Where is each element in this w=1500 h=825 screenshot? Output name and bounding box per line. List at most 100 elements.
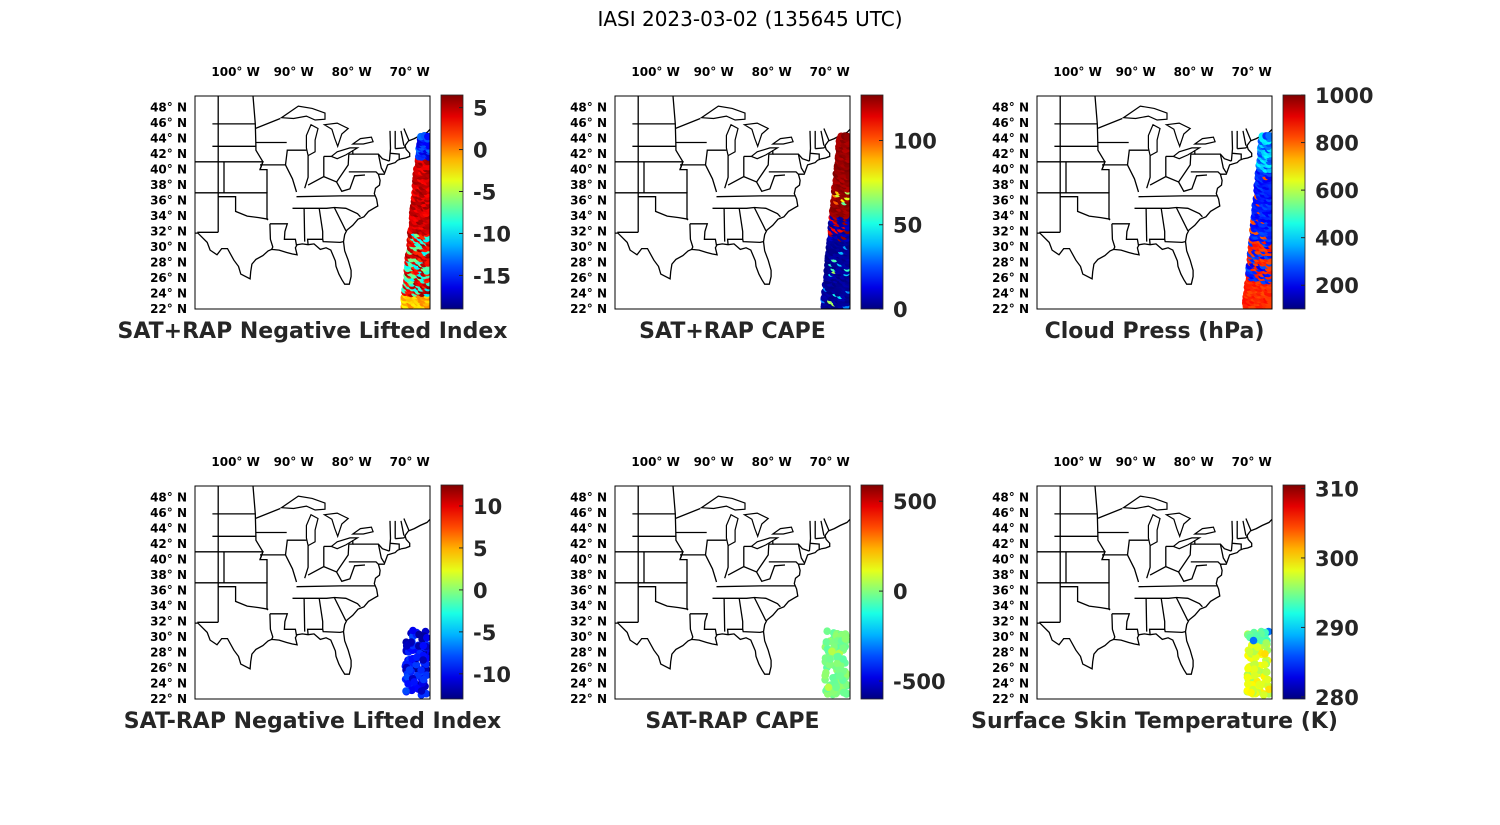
state-boundary <box>403 128 410 142</box>
state-boundary <box>306 208 324 245</box>
data-point <box>419 675 428 684</box>
lake-outline <box>305 513 319 547</box>
colorbar-tick-label: -10 <box>473 663 511 687</box>
data-points <box>821 627 850 699</box>
state-boundary <box>797 153 805 174</box>
state-boundary <box>323 544 350 573</box>
lake-outline <box>742 512 770 539</box>
lake-outline <box>725 123 739 157</box>
state-boundary <box>1149 156 1167 186</box>
colorbar-tick-label: -5 <box>473 181 496 205</box>
state-boundary <box>388 520 392 552</box>
lat-label: 46° N <box>570 116 607 130</box>
lat-label: 34° N <box>150 599 187 613</box>
state-boundary <box>1237 145 1249 150</box>
state-boundary <box>333 597 347 622</box>
lat-label: 22° N <box>570 302 607 316</box>
state-boundary <box>638 196 689 220</box>
lat-label: 48° N <box>570 491 607 505</box>
lon-label: 70° W <box>1232 455 1272 469</box>
colorbar-tick-label: -10 <box>473 222 511 246</box>
data-point <box>1250 665 1259 673</box>
state-boundary <box>322 239 344 244</box>
lat-label: 42° N <box>150 537 187 551</box>
coastline <box>195 518 430 675</box>
lon-label: 90° W <box>1116 65 1156 79</box>
state-boundary <box>1245 128 1252 142</box>
colorbar-tick-label: 310 <box>1315 477 1359 501</box>
lat-label: 28° N <box>570 256 607 270</box>
state-boundary <box>252 96 268 193</box>
lat-label: 22° N <box>150 692 187 706</box>
map-panel-6: 100° W 90° W 80° W 70° W 48° N 46° N 44° N 42° … <box>971 430 1497 750</box>
panel-title: SAT+RAP Negative Lifted Index <box>117 319 508 344</box>
state-boundary <box>712 596 781 608</box>
state-boundary <box>390 152 400 160</box>
map-geography <box>615 486 850 675</box>
lat-label: 26° N <box>992 271 1029 285</box>
lake-outline <box>330 147 360 160</box>
state-boundary <box>269 613 298 636</box>
data-point <box>424 132 430 141</box>
data-point <box>1264 675 1272 684</box>
state-boundary <box>292 206 361 218</box>
state-boundary <box>1111 223 1140 246</box>
lake-outline <box>279 495 326 511</box>
state-boundary <box>403 518 410 532</box>
state-boundary <box>1165 154 1192 183</box>
lat-label: 40° N <box>150 163 187 177</box>
lat-label: 32° N <box>150 225 187 239</box>
lat-label: 44° N <box>992 132 1029 146</box>
lat-label: 42° N <box>570 147 607 161</box>
lat-label: 32° N <box>992 615 1029 629</box>
lon-label: 70° W <box>1232 65 1272 79</box>
map-plot: 100° W 90° W 80° W 70° W 48° N46° N 44° N42° … <box>992 455 1359 710</box>
lon-label: 90° W <box>274 455 314 469</box>
lat-label: 44° N <box>992 522 1029 536</box>
lat-label: 40° N <box>992 553 1029 567</box>
state-boundary <box>284 149 307 165</box>
colorbar-tick-label: 5 <box>473 97 488 121</box>
lat-label: 38° N <box>992 568 1029 582</box>
state-boundary <box>1149 546 1167 576</box>
state-boundary <box>815 145 827 150</box>
state-boundary <box>269 223 274 250</box>
state-boundary <box>218 196 269 220</box>
colorbar <box>440 484 464 700</box>
lat-label: 36° N <box>570 194 607 208</box>
colorbar-tick-label: 1000 <box>1315 84 1373 108</box>
state-boundary <box>689 613 718 636</box>
state-boundary <box>348 561 379 565</box>
lake-outline <box>699 105 746 121</box>
lat-label: 46° N <box>992 506 1029 520</box>
state-boundary <box>352 153 390 162</box>
data-point <box>1253 643 1262 651</box>
state-boundary <box>377 543 385 564</box>
colorbar <box>860 484 884 700</box>
data-point <box>1262 639 1270 647</box>
data-point <box>413 653 421 661</box>
state-boundary <box>723 598 726 632</box>
data-point <box>1260 660 1269 669</box>
colorbar-tick-label: 300 <box>1315 547 1359 571</box>
map-plot: 100° W 90° W 80° W 70° W 48° N46° N 44° N42° … <box>570 455 945 706</box>
data-points <box>400 132 430 309</box>
colorbar-tick-label: 280 <box>1315 686 1359 710</box>
state-boundary <box>336 174 366 193</box>
lat-label: 30° N <box>992 240 1029 254</box>
colorbar-tick-label: 800 <box>1315 132 1359 156</box>
lat-label: 30° N <box>150 240 187 254</box>
map-panel-1: 100° W 90° W 80° W 70° W 48° N 46° N 44° N 42° … <box>118 40 655 360</box>
lat-label: 44° N <box>150 522 187 536</box>
state-boundary <box>269 223 298 246</box>
lat-label: 30° N <box>570 240 607 254</box>
state-boundary <box>1126 164 1140 193</box>
lake-outline <box>322 512 350 539</box>
state-boundary <box>823 518 830 532</box>
lat-label: 36° N <box>150 194 187 208</box>
colorbar-tick-label: 100 <box>893 129 937 153</box>
state-boundary <box>1194 153 1232 162</box>
lon-label: 70° W <box>390 455 430 469</box>
state-boundary <box>756 174 786 193</box>
panel-title: Surface Skin Temperature (K) <box>971 709 1338 734</box>
